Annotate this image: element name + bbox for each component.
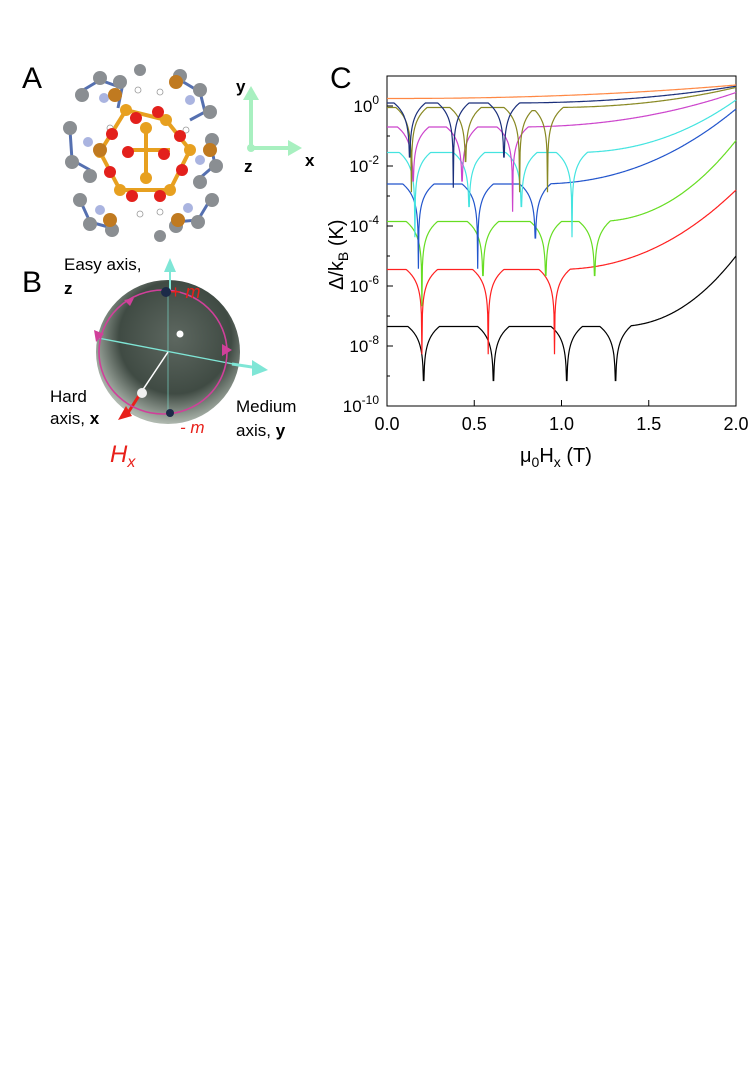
plus-m-label: + m — [170, 282, 201, 302]
axis-z-label: z — [244, 157, 253, 176]
axis-x-label: x — [305, 151, 315, 170]
medium-axis-label-1: Medium — [236, 397, 296, 416]
y-tick-label: 10-6 — [349, 273, 379, 296]
medium-axis-label-2: axis, y — [236, 421, 286, 440]
x-tick-label: 0.0 — [374, 414, 399, 434]
series-line-1 — [387, 189, 737, 355]
series-line-5 — [387, 91, 737, 212]
minus-m-label: - m — [180, 418, 205, 437]
x-tick-label: 1.0 — [549, 414, 574, 434]
series-line-8 — [387, 84, 736, 100]
series-line-2 — [387, 140, 737, 307]
x-tick-label: 1.5 — [636, 414, 661, 434]
x-tick-label: 0.5 — [462, 414, 487, 434]
bloch-sphere — [94, 258, 268, 424]
y-tick-label: 10-2 — [349, 153, 379, 176]
y-tick-label: 100 — [353, 93, 379, 116]
series-line-6 — [387, 86, 737, 193]
easy-axis-label: Easy axis, — [64, 255, 141, 274]
easy-axis-z: z — [64, 279, 73, 298]
molecule-structure — [63, 64, 223, 242]
panel-b-letter: B — [22, 266, 42, 299]
y-tick-label: 10-8 — [349, 333, 379, 356]
x-axis-label: μ0Hx (T) — [520, 445, 592, 470]
field-label: Hx — [110, 441, 136, 471]
y-axis-label: Δ/kB (K) — [326, 220, 351, 290]
series-line-0 — [387, 255, 737, 382]
panel-c-letter: C — [330, 62, 352, 95]
axes-icon — [243, 86, 302, 156]
y-tick-label: 10-4 — [349, 213, 379, 236]
hard-axis-label-2: axis, x — [50, 409, 100, 428]
x-tick-label: 2.0 — [723, 414, 748, 434]
hard-axis-label-1: Hard — [50, 387, 87, 406]
series-line-7 — [387, 85, 737, 188]
series-line-3 — [387, 108, 737, 269]
tunnel-splitting-chart: 0.0 0.5 1.0 1.5 2.0 10-10 10-8 10-6 10-4 10-2 100… — [326, 75, 749, 470]
panel-a-letter: A — [22, 62, 42, 95]
axis-y-label: y — [236, 77, 246, 96]
y-tick-label: 10-10 — [343, 393, 380, 416]
series-line-4 — [387, 99, 737, 238]
